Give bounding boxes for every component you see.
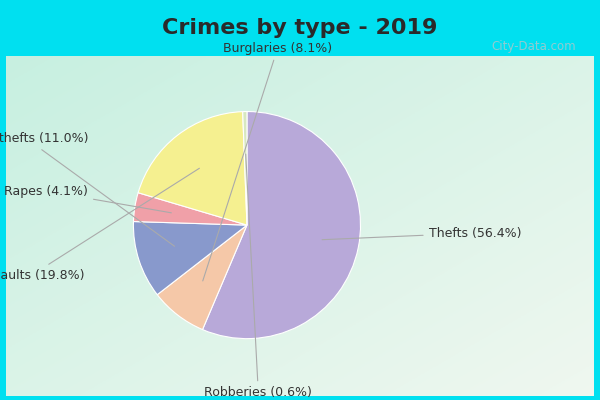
Wedge shape [203,112,361,339]
Text: Rapes (4.1%): Rapes (4.1%) [4,184,172,213]
Text: Robberies (0.6%): Robberies (0.6%) [205,154,312,399]
Wedge shape [157,225,247,330]
Text: Crimes by type - 2019: Crimes by type - 2019 [163,18,437,38]
Wedge shape [242,112,247,225]
Text: Assaults (19.8%): Assaults (19.8%) [0,168,199,282]
Text: Auto thefts (11.0%): Auto thefts (11.0%) [0,132,175,246]
Text: City-Data.com: City-Data.com [491,40,576,53]
Wedge shape [133,193,247,225]
Text: Thefts (56.4%): Thefts (56.4%) [322,226,521,240]
Wedge shape [133,222,247,295]
Wedge shape [138,112,247,225]
Text: Burglaries (8.1%): Burglaries (8.1%) [203,42,332,281]
